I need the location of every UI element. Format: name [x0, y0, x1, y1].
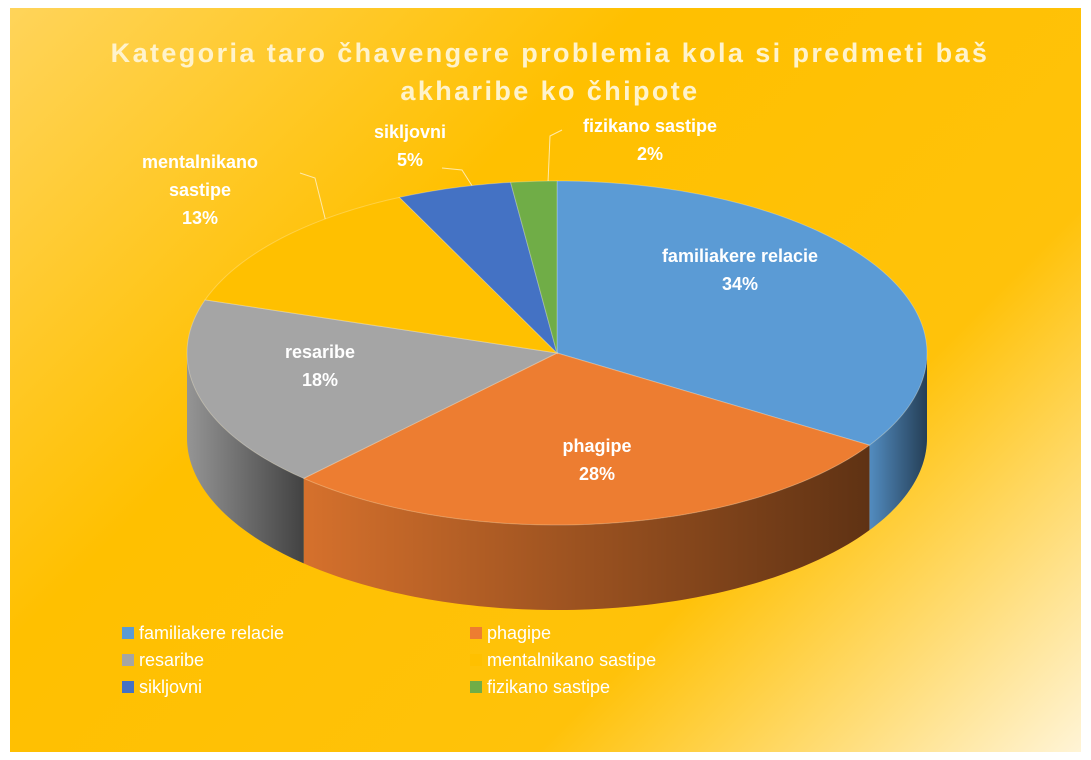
legend-label: phagipe	[487, 623, 552, 643]
legend-swatch	[122, 654, 134, 666]
leader-line	[547, 129, 563, 184]
legend-label: fizikano sastipe	[487, 677, 611, 697]
slice-side-shade	[187, 353, 304, 564]
leader-line	[441, 167, 477, 193]
slice-side-shade	[869, 353, 927, 531]
legend-swatch	[122, 627, 134, 639]
data-label-category: resaribe	[284, 342, 356, 362]
pie-area	[186, 129, 928, 610]
legend-item: resaribe	[122, 650, 204, 670]
legend-item: fizikano sastipe	[470, 677, 610, 697]
slice	[509, 180, 558, 354]
legend-item: familiakere relacie	[122, 623, 284, 643]
slice	[186, 299, 559, 479]
data-label-category: sikljovni	[373, 122, 447, 142]
slice	[302, 352, 871, 526]
data-label: mentalnikano sastipe 13%	[125, 148, 275, 232]
data-label: sikljovni 5%	[360, 118, 460, 174]
legend-item: phagipe	[470, 623, 551, 643]
data-label-value: 18%	[301, 370, 339, 390]
legend-label: familiakere relacie	[139, 623, 285, 643]
data-label-category: mentalnikano sastipe	[141, 152, 259, 200]
chart: Kategoria taro čhavengere problemia kola…	[10, 8, 1081, 752]
data-label-category: phagipe	[562, 436, 632, 456]
data-label-value: 28%	[578, 464, 616, 484]
data-label-value: 5%	[396, 150, 423, 170]
slice	[556, 180, 928, 446]
legend-label: sikljovni	[139, 677, 203, 697]
slice	[204, 196, 559, 354]
leader-line	[299, 172, 329, 231]
slice-side-shade	[303, 445, 870, 610]
data-label: fizikano sastipe 2%	[550, 112, 750, 168]
legend-swatch	[470, 654, 482, 666]
data-label-category: familiakere relacie	[661, 246, 819, 266]
legend-label: mentalnikano sastipe	[487, 650, 657, 670]
legend-label: resaribe	[139, 650, 205, 670]
slice	[398, 181, 558, 355]
legend-swatch	[470, 627, 482, 639]
legend-item: mentalnikano sastipe	[470, 650, 656, 670]
chart-title: Kategoria taro čhavengere problemia kola…	[110, 38, 990, 106]
legend-swatch	[470, 681, 482, 693]
data-label-value: 2%	[636, 144, 663, 164]
data-label: resaribe 18%	[250, 338, 390, 394]
data-label: phagipe 28%	[527, 432, 667, 488]
legend-swatch	[122, 681, 134, 693]
data-label-value: 13%	[181, 208, 219, 228]
legend-item: sikljovni	[122, 677, 202, 697]
data-label-category: fizikano sastipe	[582, 116, 718, 136]
data-label: familiakere relacie 34%	[630, 242, 850, 298]
data-label-value: 34%	[721, 274, 759, 294]
